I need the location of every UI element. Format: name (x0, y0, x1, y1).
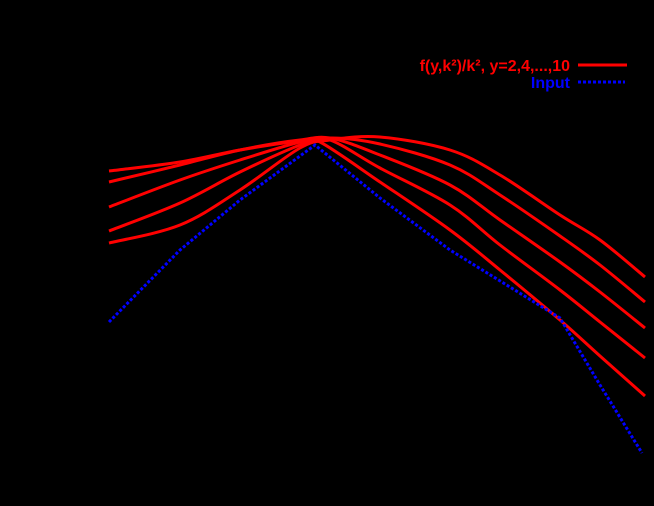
legend-label-input: Input (531, 75, 571, 92)
series-input-line (107, 143, 644, 454)
series-f-line (108, 136, 646, 304)
legend-label-f: f(y,k²)/k², y=2,4,...,10 (420, 58, 571, 75)
series-f-line (108, 135, 646, 279)
series-f-line (108, 136, 646, 398)
series-f-line (108, 135, 646, 330)
series-layer (107, 135, 646, 454)
legend: f(y,k²)/k², y=2,4,...,10 Input (420, 58, 627, 92)
